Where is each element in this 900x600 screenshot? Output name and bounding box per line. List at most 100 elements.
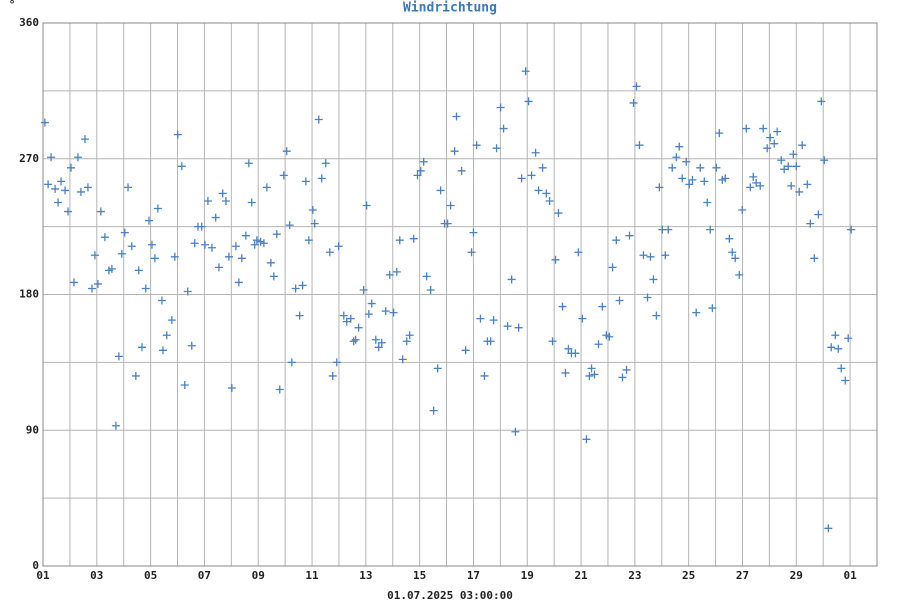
point — [469, 228, 478, 237]
point — [247, 198, 256, 207]
point — [413, 171, 422, 180]
point — [612, 236, 621, 245]
point — [187, 341, 196, 350]
point — [524, 97, 533, 106]
point — [784, 162, 793, 171]
point — [354, 323, 363, 332]
x-tick-label: 29 — [790, 569, 803, 582]
point — [69, 278, 78, 287]
point — [266, 258, 275, 267]
point — [207, 243, 216, 252]
point — [252, 236, 261, 245]
point — [664, 225, 673, 234]
point — [632, 82, 641, 91]
point — [521, 67, 530, 76]
point — [551, 255, 560, 264]
point — [652, 311, 661, 320]
point — [310, 219, 319, 228]
x-tick-label: 27 — [736, 569, 749, 582]
x-tick-label: 11 — [305, 569, 319, 582]
point — [287, 358, 296, 367]
point — [150, 254, 159, 263]
point — [787, 181, 796, 190]
point — [742, 124, 751, 133]
point — [127, 242, 136, 251]
point — [64, 207, 73, 216]
point — [735, 270, 744, 279]
point — [131, 371, 140, 380]
point — [571, 349, 580, 358]
point — [114, 352, 123, 361]
point — [54, 198, 63, 207]
point — [564, 344, 573, 353]
point — [763, 144, 772, 153]
x-tick-label: 01 — [843, 569, 857, 582]
point — [120, 228, 129, 237]
point — [124, 183, 133, 192]
point — [308, 206, 317, 215]
point — [328, 371, 337, 380]
point — [349, 337, 358, 346]
point — [700, 177, 709, 186]
point — [44, 180, 53, 189]
point — [279, 171, 288, 180]
point — [715, 129, 724, 138]
point — [200, 240, 209, 249]
point — [756, 181, 765, 190]
point — [93, 279, 102, 288]
point — [578, 314, 587, 323]
point — [167, 316, 176, 325]
point — [269, 272, 278, 281]
point — [231, 242, 240, 251]
point — [675, 142, 684, 151]
point — [141, 284, 150, 293]
point — [480, 371, 489, 380]
x-tick-label: 13 — [359, 569, 372, 582]
point — [362, 201, 371, 210]
point — [759, 124, 768, 133]
point — [708, 304, 717, 313]
point — [40, 118, 49, 127]
point — [346, 314, 355, 323]
y-tick-label: 0 — [32, 559, 39, 572]
point — [507, 275, 516, 284]
point — [844, 334, 853, 343]
point — [339, 311, 348, 320]
point — [831, 331, 840, 340]
point — [371, 335, 380, 344]
point — [746, 183, 755, 192]
point — [499, 124, 508, 133]
point — [476, 314, 485, 323]
point — [446, 201, 455, 210]
point — [334, 242, 343, 251]
point — [111, 421, 120, 430]
point — [770, 139, 779, 148]
point — [672, 153, 681, 162]
point — [668, 163, 677, 172]
point — [806, 219, 815, 228]
point — [625, 231, 634, 240]
point — [450, 147, 459, 156]
point — [749, 172, 758, 181]
point — [234, 278, 243, 287]
plot-frame — [42, 22, 878, 567]
point — [282, 147, 291, 156]
point — [422, 272, 431, 281]
point — [766, 133, 775, 142]
point — [587, 364, 596, 373]
point — [173, 130, 182, 139]
point — [824, 524, 833, 533]
point — [731, 254, 740, 263]
point — [712, 163, 721, 172]
point — [224, 252, 233, 261]
y-tick-label: 180 — [19, 288, 39, 301]
x-tick-label: 25 — [682, 569, 695, 582]
point — [158, 346, 167, 355]
point — [291, 284, 300, 293]
point — [472, 141, 481, 150]
point — [789, 150, 798, 159]
point — [47, 153, 56, 162]
point — [389, 308, 398, 317]
point — [590, 370, 599, 379]
